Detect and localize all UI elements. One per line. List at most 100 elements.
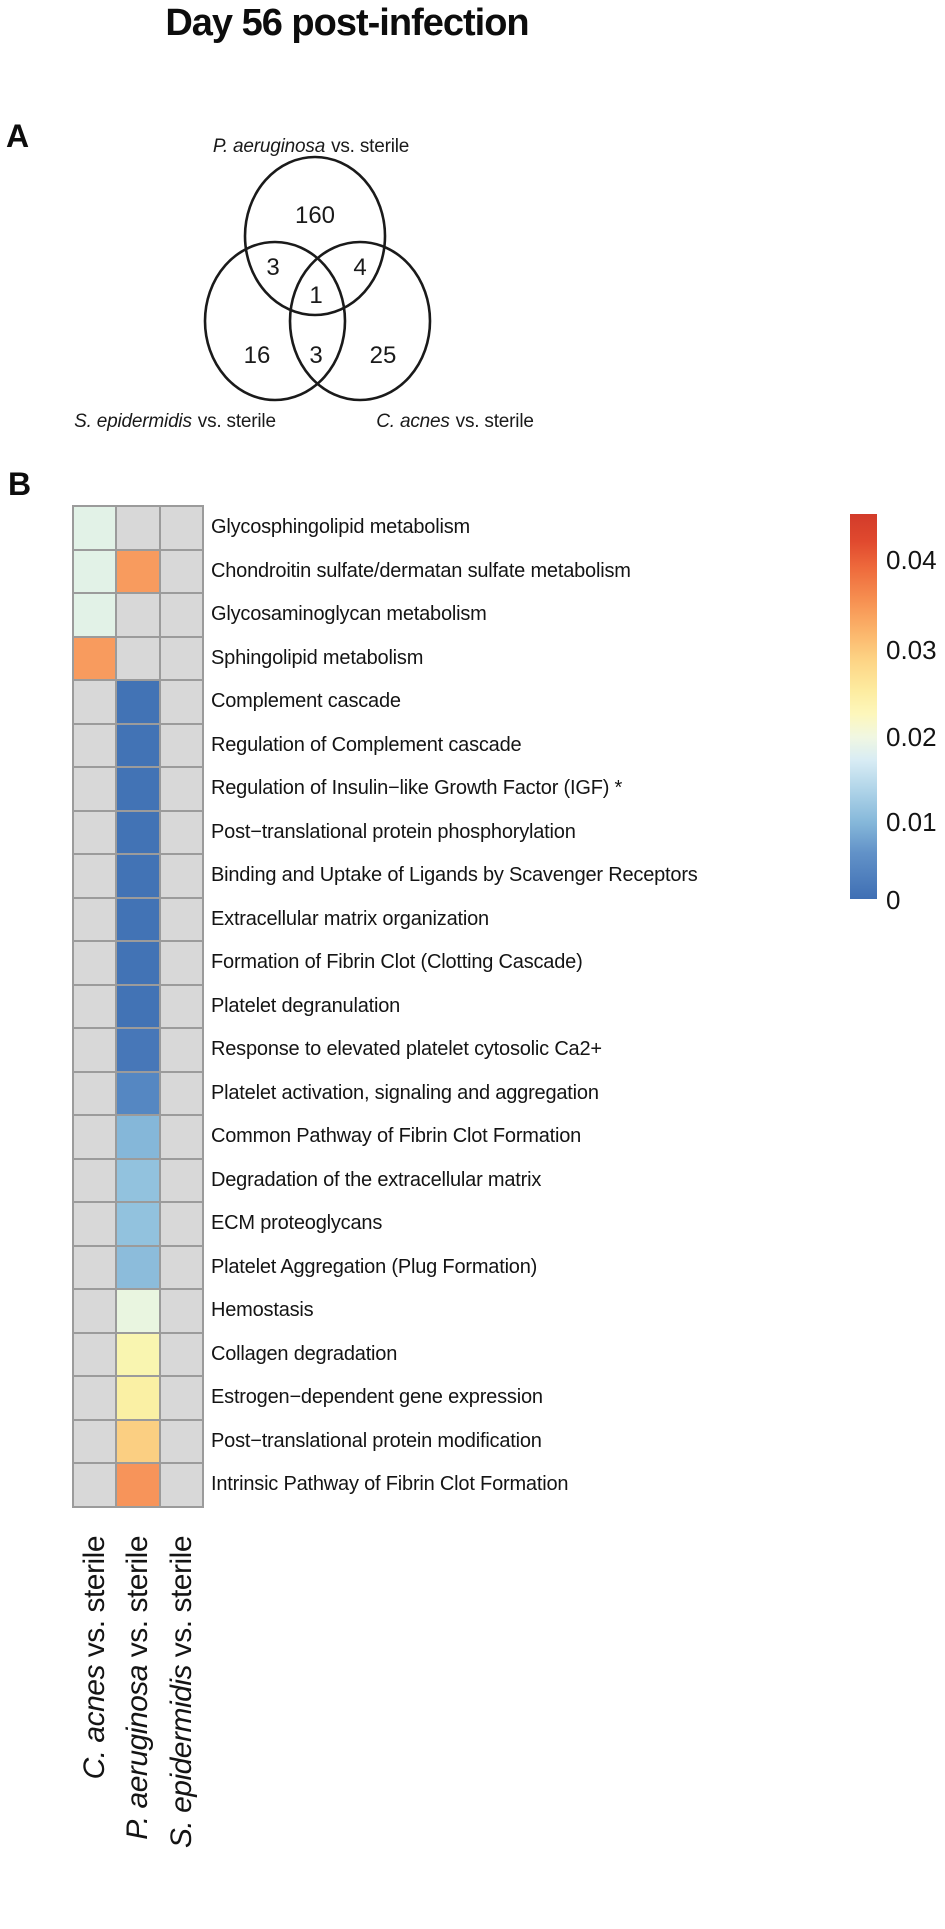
heatmap-cell	[160, 1072, 203, 1114]
pathway-label: Platelet activation, signaling and aggre…	[211, 1081, 599, 1104]
venn-count-pa-only: 160	[295, 202, 335, 229]
venn-count-se-only: 16	[244, 342, 271, 369]
heatmap-cell	[74, 942, 116, 984]
heatmap-cell	[160, 898, 203, 940]
heatmap-cell	[74, 681, 116, 723]
heatmap-cell	[117, 1420, 159, 1462]
venn-circle-se	[203, 240, 347, 402]
pathway-label: Common Pathway of Fibrin Clot Formation	[211, 1125, 582, 1148]
pathway-label: Binding and Uptake of Ligands by Scaveng…	[211, 864, 698, 887]
panel-b-label: B	[8, 466, 32, 502]
pathway-label: Post−translational protein phosphorylati…	[211, 820, 576, 843]
heatmap-cell	[117, 898, 159, 940]
heatmap-cell	[117, 507, 159, 549]
heatmap-cell	[160, 1116, 203, 1158]
pathway-label: Complement cascade	[211, 690, 401, 713]
venn-count-se-ca: 3	[309, 342, 322, 369]
heatmap-cell	[160, 724, 203, 766]
heatmap-cell	[74, 594, 116, 636]
colorbar-gradient	[850, 514, 877, 899]
heatmap-cell	[74, 1072, 116, 1114]
column-label-species: P. aeruginosa	[121, 1665, 155, 1840]
pathway-label: Degradation of the extracellular matrix	[211, 1168, 542, 1191]
colorbar-tick-label: 0.01	[886, 807, 937, 837]
venn-diagram: P. aeruginosa vs. sterile 160 3 4 1 16 3 …	[74, 136, 534, 432]
heatmap-cell	[117, 637, 159, 679]
pathway-label: Glycosphingolipid metabolism	[211, 516, 470, 539]
heatmap-cell	[74, 1420, 116, 1462]
venn-count-ca-only: 25	[370, 342, 397, 369]
column-label: P. aeruginosa vs. sterile	[119, 1536, 157, 1840]
heatmap-cell	[117, 942, 159, 984]
heatmap-cell	[117, 1159, 159, 1201]
heatmap-cell	[74, 1333, 116, 1375]
venn-circle-ca	[288, 240, 432, 402]
column-label-species: C. acnes	[77, 1665, 111, 1780]
colorbar-tick-label: 0.03	[886, 635, 937, 665]
heatmap-cell	[160, 507, 203, 549]
pathway-label: Response to elevated platelet cytosolic …	[211, 1038, 602, 1061]
pathway-label: Post−translational protein modification	[211, 1429, 542, 1452]
heatmap-cell	[74, 724, 116, 766]
colorbar-tick-label: 0	[886, 885, 901, 915]
heatmap-cell	[74, 855, 116, 897]
column-label-suffix: vs. sterile	[121, 1536, 155, 1666]
pathway-label: ECM proteoglycans	[211, 1212, 383, 1235]
pathway-label: Formation of Fibrin Clot (Clotting Casca…	[211, 951, 583, 974]
heatmap-cell	[74, 1203, 116, 1245]
heatmap-cell	[74, 898, 116, 940]
heatmap-cell	[74, 637, 116, 679]
heatmap-cell	[160, 1029, 203, 1071]
pathway-label: Estrogen−dependent gene expression	[211, 1386, 543, 1409]
heatmap-cell	[74, 1116, 116, 1158]
pathway-label: Platelet degranulation	[211, 994, 401, 1017]
venn-count-pa-ca: 4	[353, 254, 366, 281]
pathway-label: Glycosaminoglycan metabolism	[211, 603, 487, 626]
pathway-label: Collagen degradation	[211, 1342, 398, 1365]
pathway-label: Hemostasis	[211, 1299, 314, 1322]
heatmap-cell	[74, 811, 116, 853]
heatmap-cell	[117, 1116, 159, 1158]
heatmap-cell	[160, 550, 203, 592]
column-label: C. acnes vs. sterile	[76, 1536, 114, 1779]
heatmap-cell	[160, 1333, 203, 1375]
venn-circle-pa	[243, 155, 387, 317]
heatmap-cell	[74, 550, 116, 592]
column-label-suffix: vs. sterile	[77, 1536, 111, 1666]
heatmap-cell	[117, 855, 159, 897]
panel-a-label: A	[6, 118, 30, 154]
heatmap-cell	[74, 1246, 116, 1288]
heatmap-cell	[160, 1159, 203, 1201]
pathway-label: Extracellular matrix organization	[211, 907, 489, 930]
column-label: S. epidermidis vs. sterile	[163, 1536, 201, 1848]
heatmap-cell	[74, 507, 116, 549]
heatmap-cell	[160, 855, 203, 897]
column-label-suffix: vs. sterile	[164, 1536, 198, 1666]
heatmap-cell	[117, 1464, 159, 1506]
heatmap-cell	[74, 1464, 116, 1506]
heatmap-cell	[117, 1290, 159, 1332]
figure-title: Day 56 post-infection	[165, 2, 529, 44]
colorbar-tick-label: 0.04	[886, 545, 937, 575]
heatmap-grid	[72, 505, 205, 1508]
heatmap-cell	[160, 1464, 203, 1506]
heatmap-cell	[74, 1159, 116, 1201]
heatmap-cell	[160, 1246, 203, 1288]
venn-set-label-bottom-left: S. epidermidis vs. sterile	[74, 411, 276, 432]
heatmap-cell	[160, 1290, 203, 1332]
heatmap-cell	[117, 550, 159, 592]
heatmap-cell	[74, 1029, 116, 1071]
heatmap-cell	[160, 942, 203, 984]
heatmap-cell	[117, 1377, 159, 1419]
heatmap-cell	[117, 681, 159, 723]
heatmap-cell	[160, 637, 203, 679]
colorbar-tick-label: 0.02	[886, 722, 937, 752]
heatmap-cell	[117, 1333, 159, 1375]
pathway-label: Regulation of Insulin−like Growth Factor…	[211, 777, 623, 800]
heatmap-cell	[117, 768, 159, 810]
heatmap-cell	[160, 594, 203, 636]
pathway-label: Platelet Aggregation (Plug Formation)	[211, 1255, 538, 1278]
heatmap-cell	[117, 1029, 159, 1071]
venn-count-pa-se: 3	[266, 254, 279, 281]
heatmap-cell	[74, 1377, 116, 1419]
